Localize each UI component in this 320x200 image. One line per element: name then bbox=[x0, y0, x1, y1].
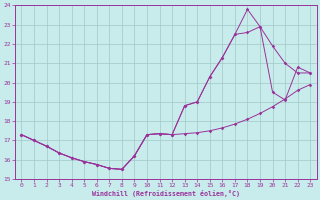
X-axis label: Windchill (Refroidissement éolien,°C): Windchill (Refroidissement éolien,°C) bbox=[92, 190, 240, 197]
